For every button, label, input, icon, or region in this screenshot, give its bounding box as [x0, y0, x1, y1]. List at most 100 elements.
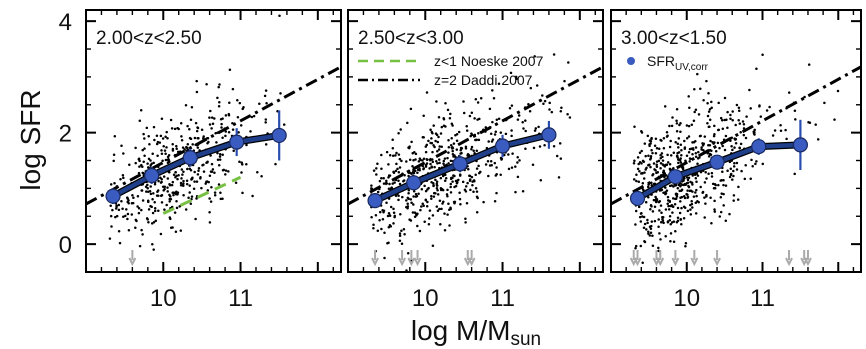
galaxy-point [447, 146, 451, 149]
galaxy-point [758, 104, 761, 107]
galaxy-point [713, 182, 717, 186]
upper-limit-arrow [398, 250, 406, 267]
galaxy-point [495, 166, 498, 169]
galaxy-point [425, 157, 429, 161]
galaxy-point [514, 75, 518, 79]
galaxy-point [462, 111, 466, 115]
galaxy-point [166, 186, 169, 189]
galaxy-point [434, 178, 437, 182]
galaxy-point [435, 133, 439, 137]
galaxy-point [117, 208, 121, 212]
galaxy-point [444, 176, 448, 180]
galaxy-point [113, 135, 117, 138]
galaxy-point [695, 180, 698, 184]
galaxy-point [560, 106, 563, 109]
galaxy-point [676, 206, 680, 210]
galaxy-point [465, 201, 469, 205]
galaxy-point [422, 157, 426, 160]
galaxy-point [137, 211, 141, 215]
galaxy-point [478, 117, 481, 121]
galaxy-point [657, 218, 660, 221]
galaxy-point [436, 140, 440, 144]
galaxy-point [145, 217, 149, 220]
mean-point [144, 167, 160, 184]
galaxy-point [720, 192, 723, 195]
galaxy-point [543, 144, 546, 147]
galaxy-point [640, 149, 643, 153]
galaxy-point [405, 199, 408, 202]
panel-redshift-label: 2.00<z<2.50 [96, 28, 202, 49]
galaxy-point [449, 177, 453, 181]
galaxy-point [488, 107, 492, 111]
galaxy-point [140, 163, 143, 167]
galaxy-point [657, 225, 660, 228]
galaxy-point [476, 101, 480, 104]
galaxy-point [117, 230, 121, 233]
galaxy-point [430, 194, 433, 198]
galaxy-point [179, 122, 183, 125]
galaxy-point [397, 198, 400, 202]
galaxy-point [657, 200, 661, 204]
galaxy-point [205, 180, 208, 183]
galaxy-point [664, 186, 667, 189]
galaxy-point [660, 211, 663, 214]
galaxy-point [548, 108, 551, 111]
galaxy-point [426, 200, 429, 204]
galaxy-point [768, 105, 771, 109]
galaxy-point [712, 134, 716, 138]
galaxy-point [140, 189, 143, 192]
galaxy-point [194, 121, 198, 125]
galaxy-point [240, 171, 243, 174]
galaxy-point [395, 162, 398, 166]
galaxy-point [431, 244, 435, 247]
galaxy-point [458, 197, 462, 201]
galaxy-point [421, 159, 424, 162]
galaxy-point [391, 138, 394, 141]
galaxy-point [510, 134, 513, 138]
galaxy-point [148, 143, 151, 146]
galaxy-point [558, 142, 562, 145]
galaxy-point [655, 171, 658, 175]
galaxy-point [703, 181, 707, 184]
galaxy-point [692, 148, 695, 151]
galaxy-point [126, 217, 129, 221]
galaxy-point [160, 201, 164, 204]
galaxy-point [706, 114, 710, 118]
galaxy-point [714, 150, 718, 153]
galaxy-point [677, 151, 681, 154]
galaxy-point [761, 53, 764, 57]
galaxy-point [689, 203, 692, 207]
galaxy-point [541, 94, 544, 97]
galaxy-point [662, 221, 665, 225]
galaxy-point [409, 107, 413, 111]
galaxy-point [155, 134, 159, 138]
galaxy-point [160, 149, 163, 152]
galaxy-point [642, 226, 646, 230]
galaxy-point [430, 141, 434, 145]
galaxy-point [398, 182, 402, 186]
galaxy-point [245, 143, 248, 147]
galaxy-point [454, 179, 458, 183]
galaxy-point [668, 215, 672, 218]
galaxy-point [265, 101, 268, 105]
galaxy-point [249, 130, 252, 133]
galaxy-point [445, 193, 449, 196]
galaxy-point [174, 170, 177, 174]
galaxy-point [639, 244, 643, 248]
galaxy-point [679, 182, 682, 185]
galaxy-point [724, 134, 728, 138]
galaxy-point [409, 198, 413, 201]
galaxy-point [709, 153, 713, 156]
galaxy-point [264, 143, 268, 146]
galaxy-point [414, 192, 418, 196]
galaxy-point [208, 211, 211, 214]
galaxy-point [639, 220, 643, 223]
galaxy-point [169, 118, 173, 122]
galaxy-point [418, 229, 422, 233]
galaxy-point [679, 196, 682, 200]
galaxy-point [731, 178, 734, 181]
galaxy-point [487, 140, 490, 143]
galaxy-point [216, 158, 220, 162]
galaxy-point [433, 165, 436, 169]
galaxy-point [658, 209, 661, 212]
